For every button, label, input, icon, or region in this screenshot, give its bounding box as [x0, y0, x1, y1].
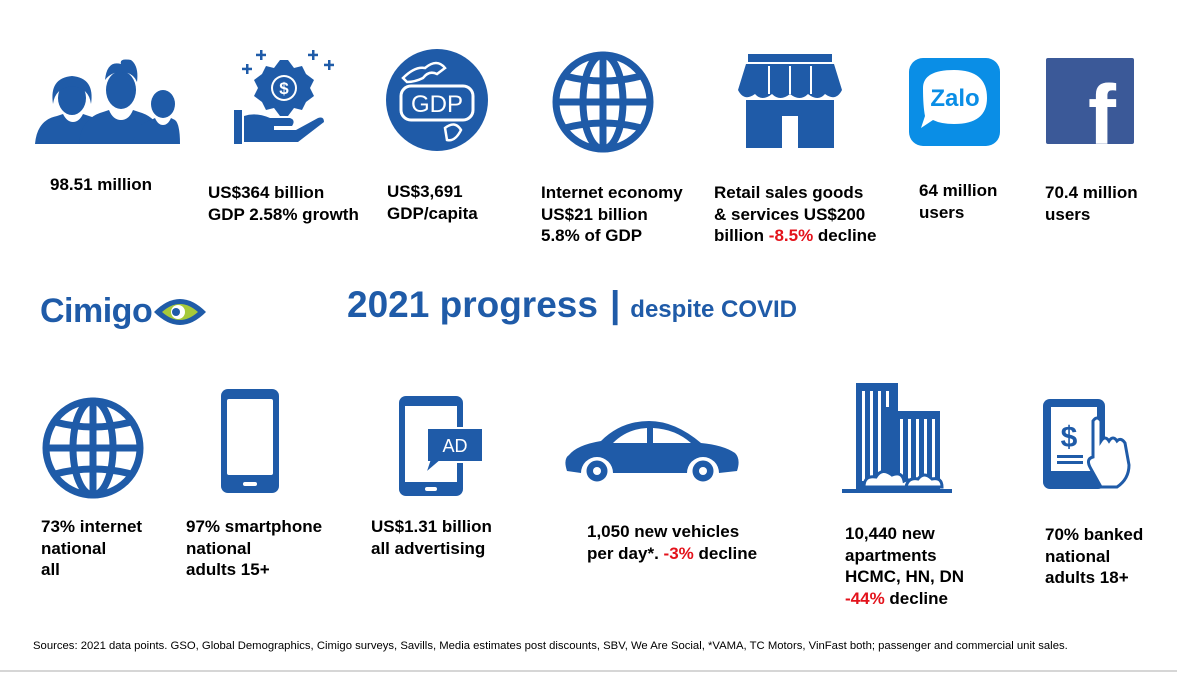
stat-line: national: [186, 538, 252, 558]
stat-text: decline: [884, 588, 948, 608]
stat-line: GDP/capita: [387, 203, 478, 223]
stat-vehicles: 1,050 new vehicles per day*. -3% decline: [587, 521, 757, 564]
decline-value: -44%: [845, 588, 885, 608]
stat-line: adults 15+: [186, 560, 270, 579]
globe-icon: [42, 397, 144, 499]
stat-smartphone: 97% smartphone national adults 15+: [186, 516, 322, 581]
stat-gdp-capita: US$3,691 GDP/capita: [387, 181, 478, 224]
stat-line: US$1.31 billion: [371, 517, 492, 536]
stat-apartments: 10,440 new apartments HCMC, HN, DN -44% …: [845, 523, 964, 609]
stat-line: US$364 billion: [208, 183, 325, 202]
eye-icon: [154, 299, 206, 325]
apartments-icon: [842, 383, 952, 493]
stat-population: 98.51 million: [50, 174, 152, 196]
stat-line: Retail sales goods: [714, 183, 864, 202]
ad-icon-text: AD: [442, 436, 467, 456]
stat-line: national: [41, 538, 107, 558]
stat-line: 64 million: [919, 181, 998, 200]
stat-retail-sales: Retail sales goods & services US$200 bil…: [714, 182, 877, 247]
stat-line: & services US$200: [714, 204, 866, 224]
facebook-logo-icon: f: [1046, 58, 1134, 144]
dollar-icon-text: $: [1061, 421, 1078, 454]
decline-value: -3%: [663, 543, 694, 563]
stat-advertising: US$1.31 billion all advertising: [371, 516, 492, 559]
sources-footnote: Sources: 2021 data points. GSO, Global D…: [33, 640, 1068, 652]
stat-line: 98.51 million: [50, 175, 153, 194]
smartphone-icon: [221, 389, 279, 493]
stat-line: GDP 2.58% growth: [208, 204, 359, 224]
stat-line: 70% banked: [1045, 525, 1144, 544]
stat-line: 1,050 new vehicles: [587, 522, 740, 541]
stat-internet-penetration: 73% internet national all: [41, 516, 142, 581]
stat-internet-economy: Internet economy US$21 billion 5.8% of G…: [541, 182, 683, 247]
stat-line: 70.4 million: [1045, 183, 1138, 202]
storefront-icon: [738, 54, 842, 148]
page-title: 2021 progress | despite COVID: [347, 284, 797, 326]
gdp-globe-icon: GDP: [386, 49, 488, 151]
stat-gdp: US$364 billion GDP 2.58% growth: [208, 182, 359, 225]
stat-line: HCMC, HN, DN: [845, 567, 964, 586]
stat-line: adults 18+: [1045, 568, 1129, 587]
car-icon: [565, 421, 739, 485]
svg-text:$: $: [279, 79, 289, 98]
title-subtitle: despite COVID: [630, 296, 797, 323]
title-main: 2021 progress: [347, 284, 598, 325]
stat-text: decline: [813, 226, 877, 245]
stat-line: per day*. -3% decline: [587, 543, 757, 565]
stat-line: 5.8% of GDP: [541, 226, 643, 245]
stat-line: 97% smartphone: [186, 517, 323, 536]
bottom-divider: [0, 670, 1177, 672]
decline-value: -8.5%: [768, 226, 814, 245]
stat-line: users: [919, 202, 965, 222]
stat-line: all advertising: [371, 538, 486, 558]
banking-phone-icon: $: [1043, 399, 1131, 489]
stat-text: decline: [693, 543, 758, 563]
stat-line: -44% decline: [845, 588, 964, 610]
stat-text: per day*.: [587, 543, 664, 563]
stat-line: apartments: [845, 545, 937, 565]
stat-line: national: [1045, 546, 1111, 566]
logo-text: Cimigo: [40, 292, 153, 330]
gdp-icon-text: GDP: [411, 91, 463, 118]
tablet-ad-icon: AD: [399, 396, 484, 496]
stat-zalo-users: 64 million users: [919, 180, 997, 223]
stat-line: users: [1045, 204, 1091, 224]
stat-banked: 70% banked national adults 18+: [1045, 524, 1143, 589]
stat-line: US$3,691: [387, 182, 463, 201]
title-separator: |: [609, 284, 621, 325]
stat-line: billion -8.5% decline: [714, 225, 877, 247]
globe-icon: [552, 51, 654, 153]
stat-line: all: [41, 560, 60, 579]
stat-text: billion: [714, 226, 769, 245]
facebook-icon-text: f: [1088, 68, 1117, 144]
stat-facebook-users: 70.4 million users: [1045, 182, 1138, 225]
zalo-icon-text: Zalo: [930, 85, 979, 112]
stat-line: Internet economy: [541, 183, 683, 202]
people-group-icon: [35, 59, 180, 144]
zalo-logo-icon: Zalo: [909, 58, 1000, 146]
stat-line: US$21 billion: [541, 204, 648, 224]
money-hand-icon: $: [234, 50, 334, 144]
stat-line: 73% internet: [41, 517, 143, 536]
stat-line: 10,440 new: [845, 524, 935, 543]
